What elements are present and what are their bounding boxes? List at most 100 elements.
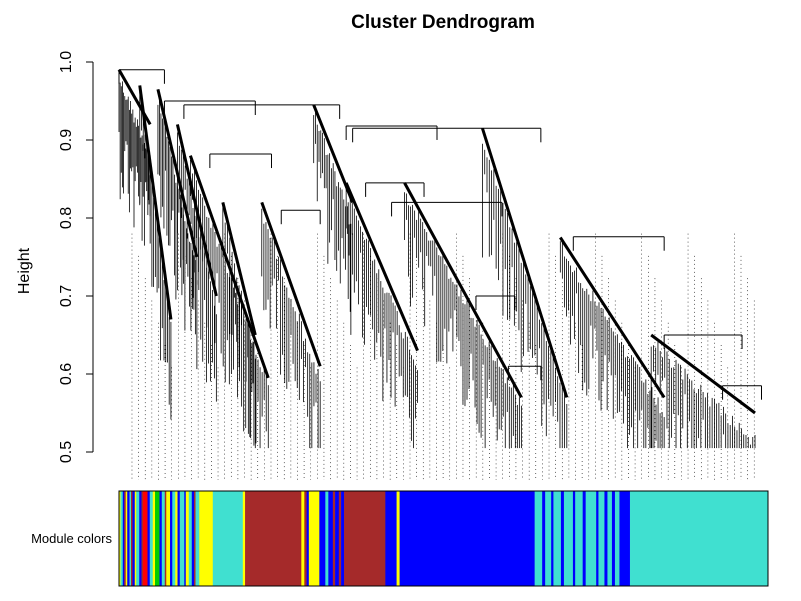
dendrogram-cluster: [221, 202, 257, 449]
module-color-segment: [149, 491, 154, 586]
module-colors-label: Module colors: [31, 531, 112, 546]
module-color-segment: [582, 491, 586, 586]
color-bar-frame: [118, 490, 769, 587]
dendrogram-spine: [188, 155, 270, 379]
dendrogram-cluster: [559, 236, 666, 449]
module-color-segment: [553, 491, 562, 586]
module-color-segment: [319, 491, 326, 586]
module-color-segment: [195, 491, 200, 586]
module-color-segment: [125, 491, 128, 586]
module-color-segment: [143, 491, 148, 586]
dendrogram-spine: [403, 182, 523, 399]
module-color-segment: [563, 491, 574, 586]
y-tick-label: 1.0: [58, 51, 75, 73]
module-color-segment: [542, 491, 546, 586]
module-color-segment: [139, 491, 142, 586]
module-color-segment: [194, 491, 196, 586]
module-color-segment: [560, 491, 565, 586]
module-color-bar: [118, 490, 769, 587]
dendrogram-spine: [221, 202, 257, 336]
module-color-segment: [545, 491, 552, 586]
module-color-segment: [119, 491, 121, 586]
module-color-segment: [242, 491, 246, 586]
module-color-segment: [188, 491, 193, 586]
module-color-segment: [136, 491, 140, 586]
module-color-segment: [344, 491, 386, 586]
dendrogram-spine: [344, 182, 419, 352]
y-tick-label: 0.7: [58, 285, 75, 307]
module-color-segment: [131, 491, 133, 586]
module-color-segment: [185, 491, 190, 586]
module-color-segment: [212, 491, 244, 586]
dendrogram-spine: [559, 236, 666, 399]
module-color-segment: [304, 491, 307, 586]
module-color-segment: [385, 491, 397, 586]
module-color-segment: [170, 491, 173, 586]
module-color-segment: [191, 491, 195, 586]
module-color-segment: [596, 491, 599, 586]
module-color-segment: [159, 491, 163, 586]
module-color-segment: [551, 491, 554, 586]
module-color-segment: [604, 491, 608, 586]
module-color-segment: [134, 491, 137, 586]
dendrogram-cluster: [312, 104, 355, 335]
module-color-segment: [161, 491, 166, 586]
dendrogram-cluster: [188, 155, 270, 449]
module-color-segment: [301, 491, 305, 586]
module-color-segment: [572, 491, 576, 586]
module-color-segment: [619, 491, 631, 586]
dendrogram-spine: [260, 201, 322, 367]
module-color-segment: [124, 491, 127, 586]
dendrogram-cluster: [138, 85, 173, 420]
module-color-segment: [399, 491, 535, 586]
module-color-segment: [122, 491, 125, 586]
module-color-segment: [396, 491, 400, 586]
module-color-segment: [308, 491, 320, 586]
module-color-segment: [175, 491, 178, 586]
module-color-segment: [629, 491, 769, 586]
y-tick-label: 0.6: [58, 363, 75, 385]
y-tick-label: 0.9: [58, 129, 75, 151]
module-color-segment: [152, 491, 156, 586]
module-color-segment: [328, 491, 334, 586]
module-color-segment: [129, 491, 132, 586]
module-color-segment: [177, 491, 181, 586]
dendrogram-cluster: [117, 69, 152, 246]
module-color-segment: [335, 491, 340, 586]
dendrogram-cluster: [403, 182, 523, 449]
module-color-segment: [614, 491, 620, 586]
y-tick-label: 0.5: [58, 441, 75, 463]
y-axis-label: Height: [16, 247, 33, 294]
module-color-segment: [132, 491, 136, 586]
module-color-segment: [575, 491, 583, 586]
module-color-segment: [164, 491, 167, 586]
y-tick-label: 0.8: [58, 207, 75, 229]
chart-title: Cluster Dendrogram: [351, 12, 535, 33]
module-color-segment: [147, 491, 151, 586]
module-color-segment: [607, 491, 613, 586]
module-color-segment: [179, 491, 185, 586]
module-color-segment: [155, 491, 160, 586]
module-color-segment: [127, 491, 130, 586]
dendrogram-branches: [117, 69, 763, 449]
module-color-segment: [184, 491, 187, 586]
leaf-dotted-lines: [131, 233, 755, 480]
dendrogram-spine: [481, 127, 569, 398]
dendrogram-cluster: [156, 88, 199, 370]
module-color-segment: [332, 491, 336, 586]
module-color-segment: [611, 491, 616, 586]
dendrogram-cluster: [344, 182, 419, 449]
module-color-segment: [585, 491, 597, 586]
dendrogram-spine: [138, 85, 173, 320]
dendrogram-cluster: [650, 333, 756, 449]
module-color-segment: [534, 491, 543, 586]
module-color-segment: [172, 491, 176, 586]
module-color-segment: [120, 491, 124, 586]
y-axis: 0.5 0.6 0.7 0.8 0.9 1.0: [58, 51, 94, 463]
module-color-segment: [245, 491, 302, 586]
module-color-segment: [306, 491, 310, 586]
module-color-segment: [338, 491, 342, 586]
module-color-segment: [199, 491, 214, 586]
module-color-segment: [166, 491, 171, 586]
